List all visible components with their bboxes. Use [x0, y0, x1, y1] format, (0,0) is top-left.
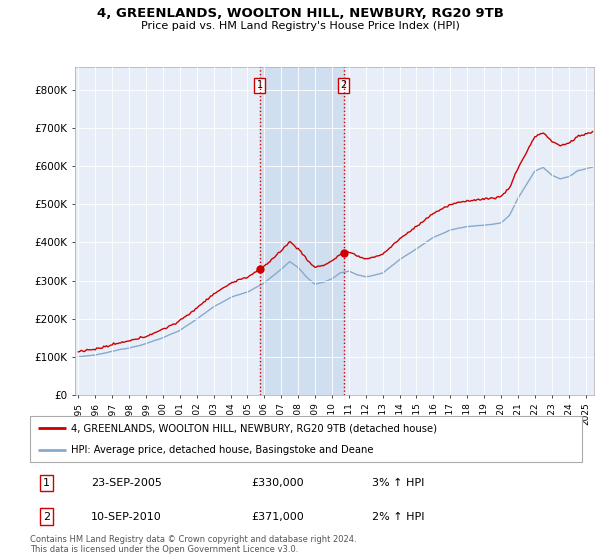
Text: 2: 2 [43, 512, 50, 521]
Text: 1: 1 [257, 80, 263, 90]
Text: £330,000: £330,000 [251, 478, 304, 488]
Text: £371,000: £371,000 [251, 512, 304, 521]
Text: 10-SEP-2010: 10-SEP-2010 [91, 512, 161, 521]
Text: 1: 1 [43, 478, 50, 488]
Text: 4, GREENLANDS, WOOLTON HILL, NEWBURY, RG20 9TB (detached house): 4, GREENLANDS, WOOLTON HILL, NEWBURY, RG… [71, 423, 437, 433]
Text: HPI: Average price, detached house, Basingstoke and Deane: HPI: Average price, detached house, Basi… [71, 445, 374, 455]
Text: 23-SEP-2005: 23-SEP-2005 [91, 478, 161, 488]
Text: 3% ↑ HPI: 3% ↑ HPI [372, 478, 425, 488]
Text: 4, GREENLANDS, WOOLTON HILL, NEWBURY, RG20 9TB: 4, GREENLANDS, WOOLTON HILL, NEWBURY, RG… [97, 7, 503, 20]
Bar [260, 67, 344, 395]
Text: 2: 2 [341, 80, 347, 90]
Text: Contains HM Land Registry data © Crown copyright and database right 2024.
This d: Contains HM Land Registry data © Crown c… [30, 535, 356, 554]
Text: 2% ↑ HPI: 2% ↑ HPI [372, 512, 425, 521]
Text: Price paid vs. HM Land Registry's House Price Index (HPI): Price paid vs. HM Land Registry's House … [140, 21, 460, 31]
FancyBboxPatch shape [30, 416, 582, 462]
